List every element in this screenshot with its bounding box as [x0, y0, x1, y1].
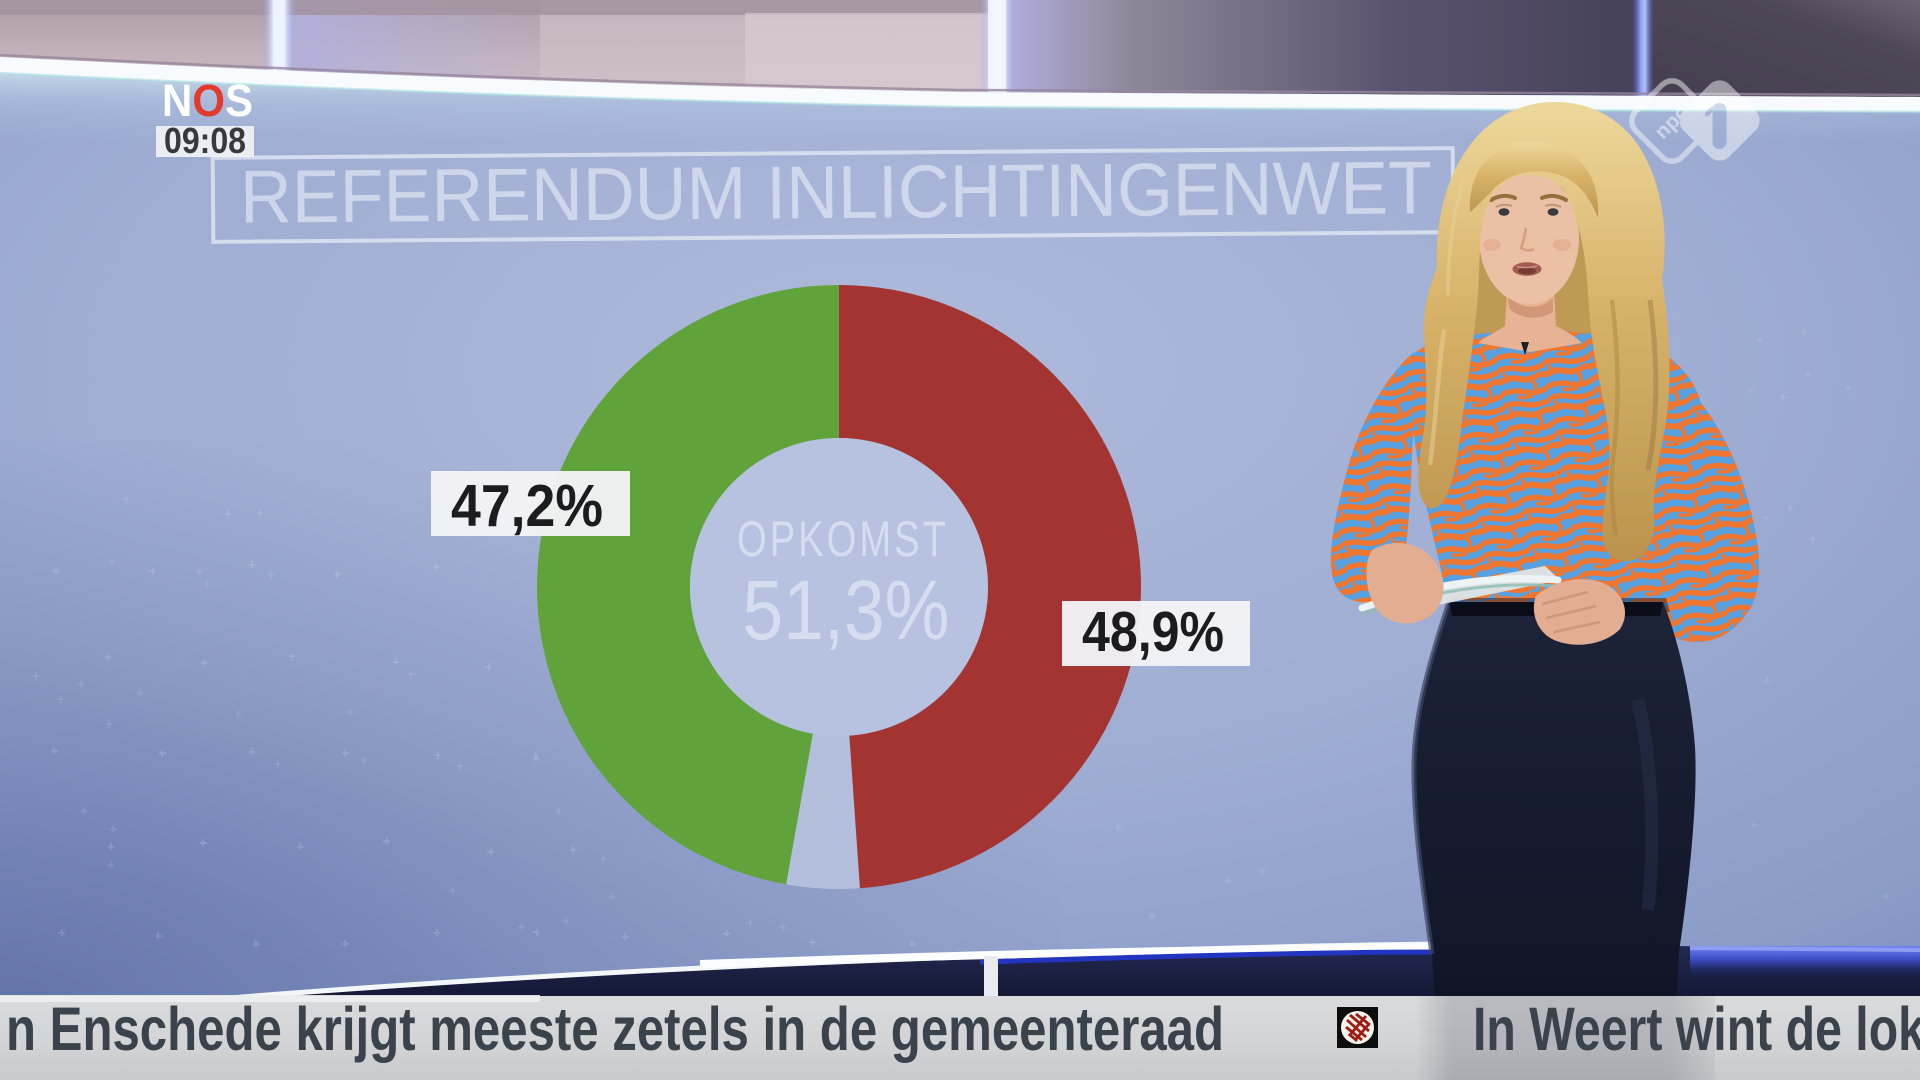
svg-text:In Weert wint de lok: In Weert wint de lok: [1473, 995, 1920, 1063]
svg-text:REFERENDUM INLICHTINGENWET: REFERENDUM INLICHTINGENWET: [240, 145, 1433, 238]
svg-text:n Enschede krijgt meeste zetel: n Enschede krijgt meeste zetels in de ge…: [6, 995, 1224, 1063]
svg-text:OPKOMST: OPKOMST: [737, 511, 949, 567]
svg-text:51,3%: 51,3%: [743, 563, 950, 657]
svg-text:48,9%: 48,9%: [1082, 600, 1224, 664]
svg-text:NOS: NOS: [162, 75, 253, 126]
svg-text:09:08: 09:08: [164, 120, 246, 161]
svg-text:47,2%: 47,2%: [451, 473, 603, 539]
